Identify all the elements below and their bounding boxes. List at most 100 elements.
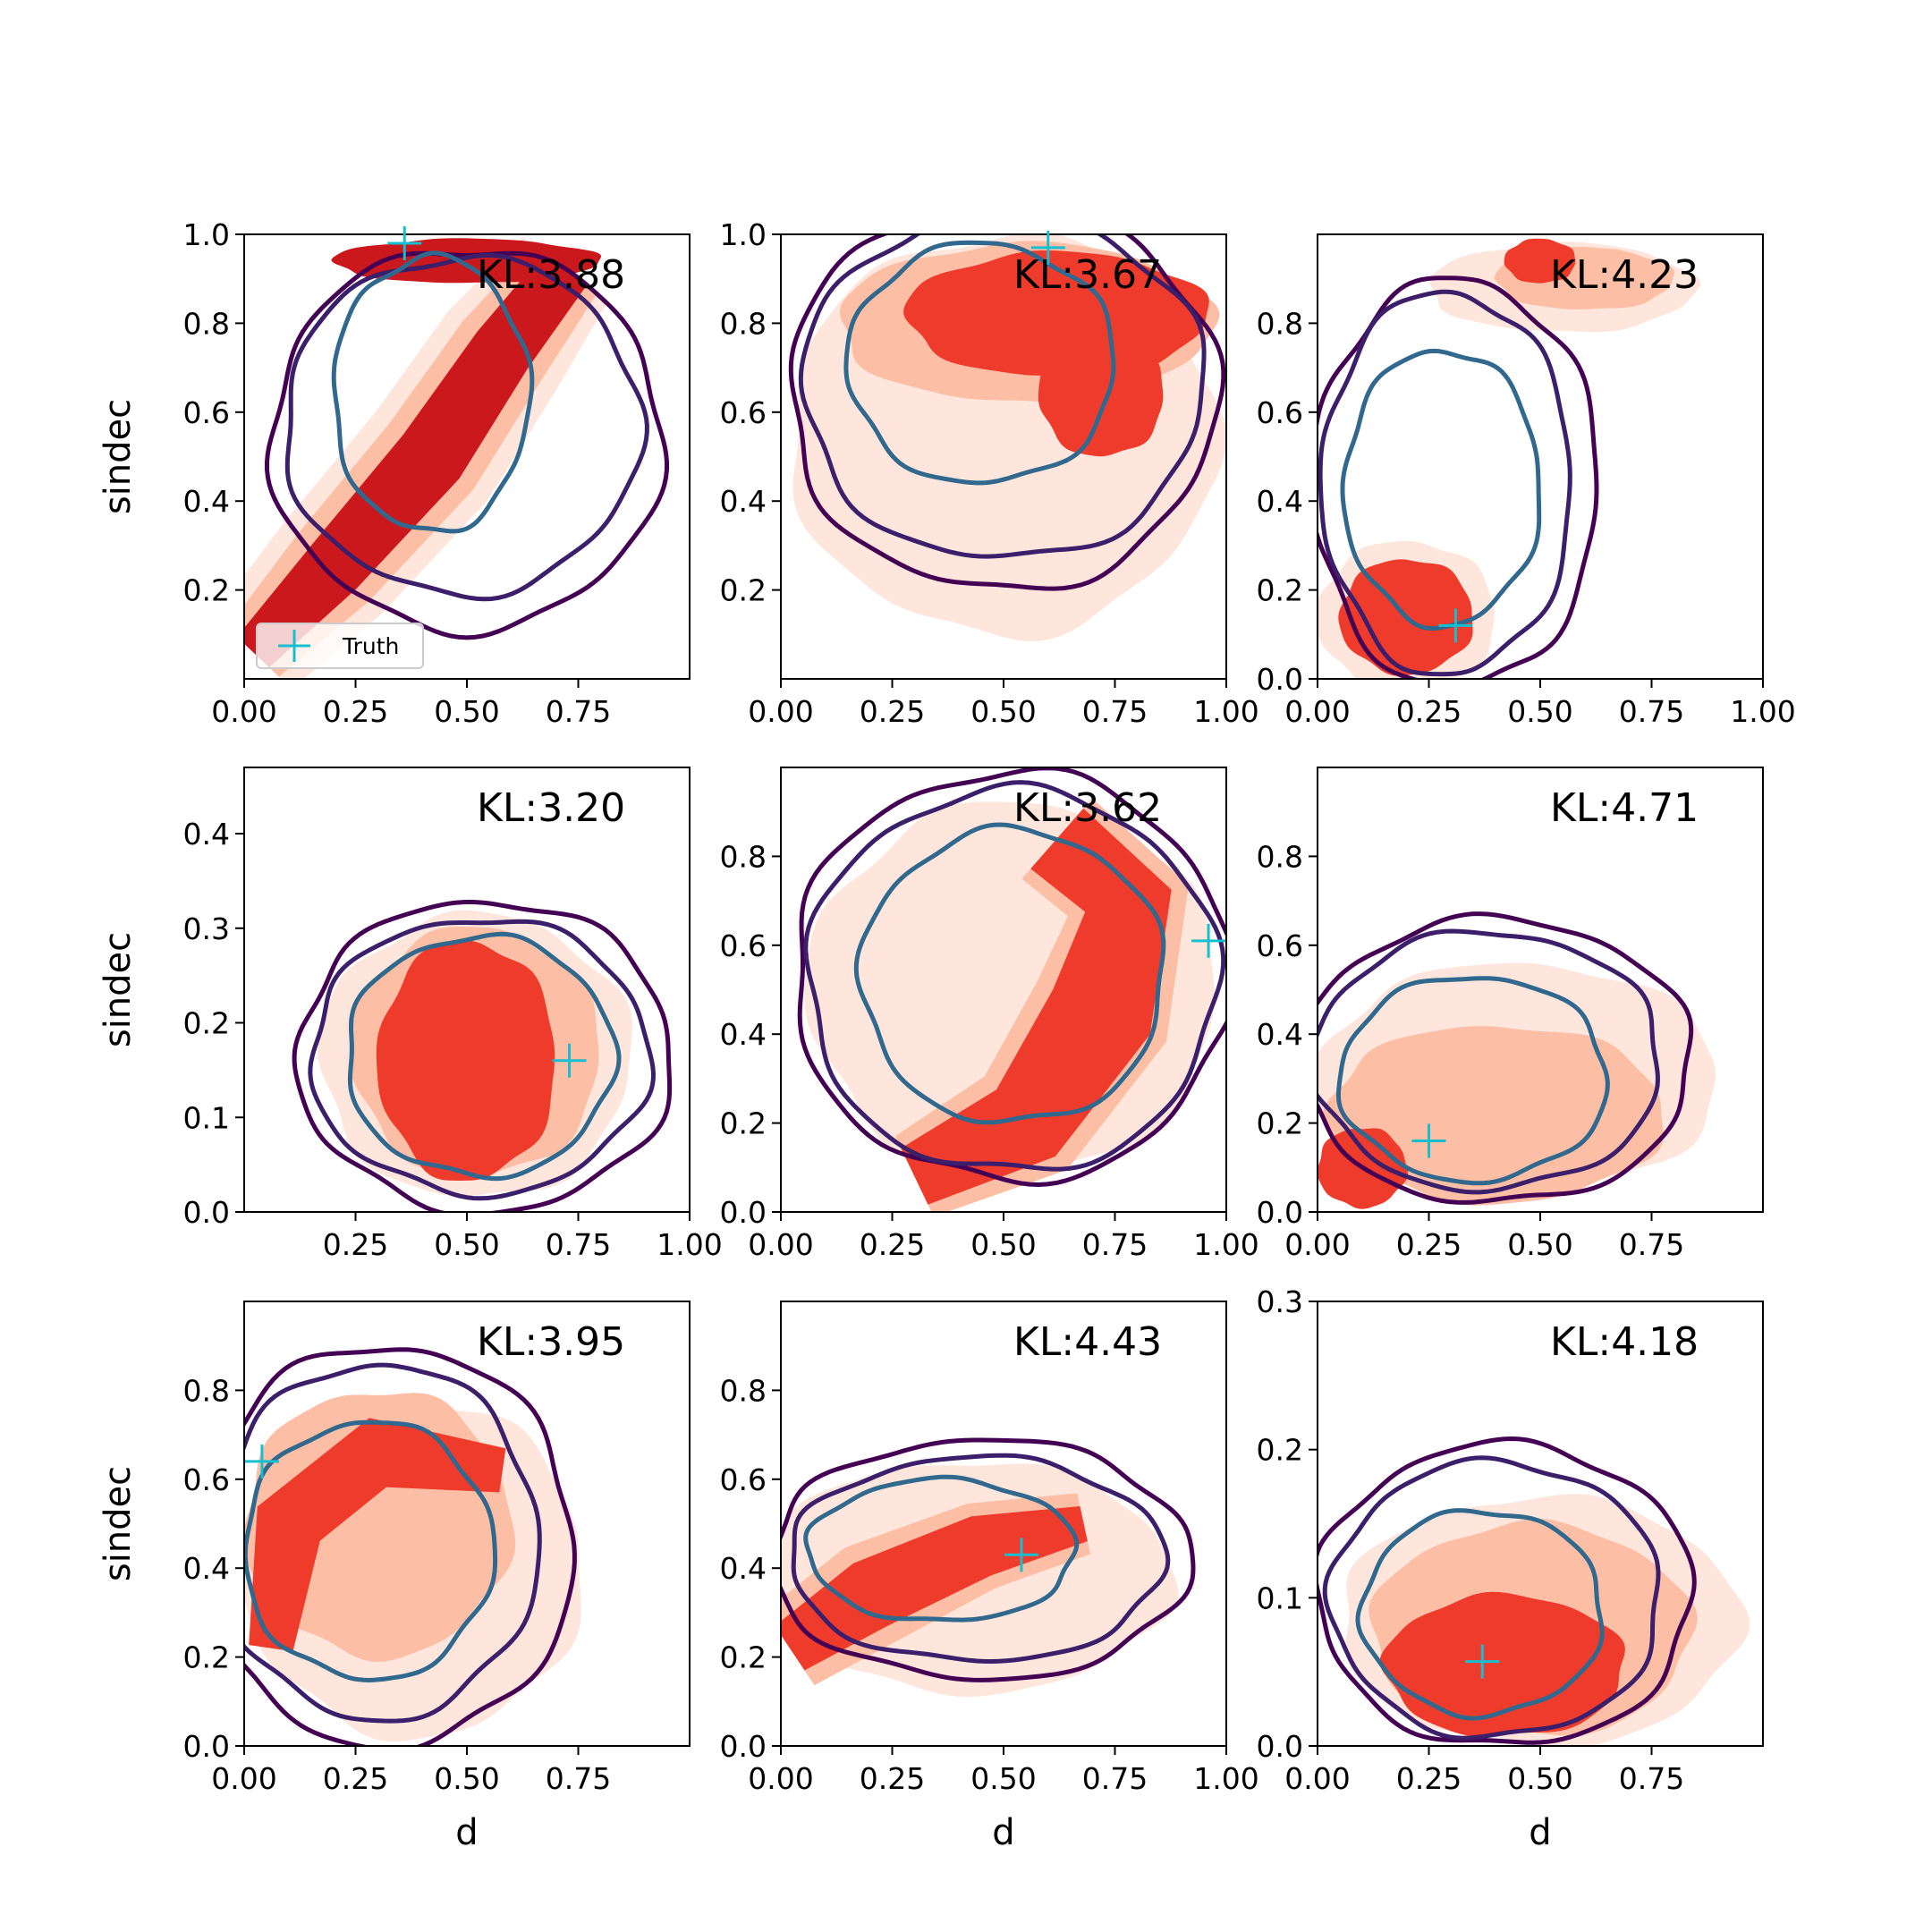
prior-contour xyxy=(1335,976,1610,1186)
x-tick-label: 0.25 xyxy=(323,694,388,729)
x-tick-label: 0.25 xyxy=(1396,1761,1462,1796)
y-tick-label: 0.4 xyxy=(720,1017,767,1052)
posterior-fill xyxy=(249,1418,506,1652)
prior-contour xyxy=(1318,275,1599,679)
prior-contour xyxy=(1355,1508,1605,1721)
panel-7-density xyxy=(244,1347,581,1746)
y-tick-label: 0.2 xyxy=(1257,1433,1303,1468)
x-tick-label: 0.75 xyxy=(1082,1227,1148,1262)
prior-contour xyxy=(803,780,1226,1172)
x-tick-label: 0.75 xyxy=(546,694,611,729)
x-tick-label: 1.00 xyxy=(1730,694,1795,729)
x-tick-label: 0.75 xyxy=(546,1227,611,1262)
prior-contour xyxy=(244,1347,577,1746)
panel-5-density xyxy=(797,767,1226,1212)
x-tick-label: 0.75 xyxy=(1619,694,1684,729)
y-tick-label: 1.0 xyxy=(720,217,767,252)
x-tick-label: 0.25 xyxy=(860,1761,925,1796)
prior-contour xyxy=(803,1474,1080,1623)
x-tick-label: 0.00 xyxy=(748,694,813,729)
y-tick-label: 0.8 xyxy=(183,306,230,341)
y-tick-label: 0.6 xyxy=(183,1462,230,1497)
panel-9-density xyxy=(1318,1436,1750,1746)
x-axis-label: d xyxy=(1529,1812,1551,1853)
x-tick-label: 0.25 xyxy=(860,694,925,729)
y-tick-label: 0.8 xyxy=(720,839,767,874)
x-tick-label: 0.75 xyxy=(546,1761,611,1796)
y-tick-label: 0.2 xyxy=(1257,573,1303,608)
x-tick-label: 0.25 xyxy=(323,1761,388,1796)
prior-contour xyxy=(331,250,535,534)
y-tick-label: 0.2 xyxy=(720,1640,767,1675)
y-tick-label: 0.0 xyxy=(1257,662,1303,697)
panel-1: 0.00 0.25 0.50 0.75 0.2 0.4 0.6 0.8 1.0 KL:3.88 si… xyxy=(97,217,691,729)
panel-9: 0.00 0.25 0.50 0.75 0.0 0.1 0.2 0.3 KL:4.18 d xyxy=(1257,1284,1764,1853)
y-tick-label: 0.6 xyxy=(720,928,767,963)
x-tick-label: 0.00 xyxy=(211,1761,276,1796)
x-tick-label: 0.25 xyxy=(1396,694,1462,729)
y-axis-label: sindec xyxy=(97,399,139,514)
y-tick-label: 0.1 xyxy=(183,1100,230,1135)
x-tick-label: 0.25 xyxy=(860,1227,925,1262)
kl-annotation: KL:3.62 xyxy=(1013,785,1162,831)
truth-marker xyxy=(1411,1123,1446,1158)
panel-grid: 0.00 0.25 0.50 0.75 0.2 0.4 0.6 0.8 1.0 KL:3.88 si… xyxy=(97,217,1796,1853)
panel-6-density xyxy=(1318,911,1716,1209)
truth-marker xyxy=(1030,230,1065,265)
y-axis-label: sindec xyxy=(97,1466,139,1581)
kl-annotation: KL:4.18 xyxy=(1550,1319,1699,1365)
x-tick-label: 0.00 xyxy=(748,1761,813,1796)
y-tick-label: 0.4 xyxy=(720,1551,767,1586)
y-tick-label: 0.4 xyxy=(183,1551,230,1586)
posterior-fill xyxy=(901,808,1172,1205)
panel-3-density xyxy=(1318,238,1701,679)
y-tick-label: 0.8 xyxy=(720,1373,767,1408)
panel-2-density xyxy=(788,234,1226,641)
prior-contour xyxy=(788,234,1226,591)
y-tick-label: 0.4 xyxy=(183,484,230,519)
y-tick-label: 0.0 xyxy=(1257,1195,1303,1230)
truth-marker xyxy=(1465,1644,1500,1679)
prior-contour xyxy=(1318,1436,1697,1745)
x-axis-label: d xyxy=(992,1812,1014,1853)
x-tick-label: 0.50 xyxy=(1507,1227,1572,1262)
prior-contour xyxy=(843,240,1116,486)
x-tick-label: 0.75 xyxy=(1082,1761,1148,1796)
prior-contour xyxy=(797,767,1226,1188)
y-tick-label: 0.8 xyxy=(1257,839,1303,874)
y-tick-label: 0.6 xyxy=(1257,928,1303,963)
kl-annotation: KL:3.88 xyxy=(477,252,625,298)
panel-8-density xyxy=(781,1437,1196,1698)
y-tick-label: 0.3 xyxy=(183,911,230,946)
y-tick-label: 0.2 xyxy=(183,1640,230,1675)
y-tick-label: 0.8 xyxy=(720,306,767,341)
x-tick-label: 0.50 xyxy=(970,694,1036,729)
prior-contour xyxy=(1318,928,1660,1195)
prior-contour xyxy=(244,1419,498,1683)
legend: Truth xyxy=(256,623,424,669)
x-tick-label: 0.00 xyxy=(748,1227,813,1262)
truth-marker xyxy=(1004,1538,1038,1572)
y-tick-label: 0.8 xyxy=(1257,306,1303,341)
prior-contour xyxy=(1322,1455,1661,1741)
kl-annotation: KL:4.43 xyxy=(1013,1319,1162,1365)
panel-7: 0.00 0.25 0.50 0.75 0.0 0.2 0.4 0.6 0.8 KL:3.95 si… xyxy=(97,1301,691,1853)
truth-marker xyxy=(1191,923,1226,958)
kl-annotation: KL:3.67 xyxy=(1013,252,1162,298)
y-tick-label: 0.6 xyxy=(720,395,767,430)
posterior-fill xyxy=(1323,1026,1664,1206)
y-tick-label: 0.0 xyxy=(720,1195,767,1230)
prior-contour xyxy=(791,1453,1171,1665)
x-tick-label: 0.25 xyxy=(1396,1227,1462,1262)
x-tick-label: 0.50 xyxy=(434,1761,499,1796)
y-tick-label: 1.0 xyxy=(183,217,230,252)
prior-contour xyxy=(1318,289,1572,677)
posterior-fill xyxy=(1379,1591,1625,1737)
y-tick-label: 0.6 xyxy=(720,1462,767,1497)
prior-contour xyxy=(284,252,649,602)
panel-5: 0.00 0.25 0.50 0.75 1.00 0.0 0.2 0.4 0.6 0.8 KL:3.… xyxy=(720,767,1259,1262)
panel-6: 0.00 0.25 0.50 0.75 0.0 0.2 0.4 0.6 0.8 KL:4.71 xyxy=(1257,767,1764,1262)
x-tick-label: 0.00 xyxy=(1284,1761,1350,1796)
x-tick-label: 0.50 xyxy=(1507,694,1572,729)
